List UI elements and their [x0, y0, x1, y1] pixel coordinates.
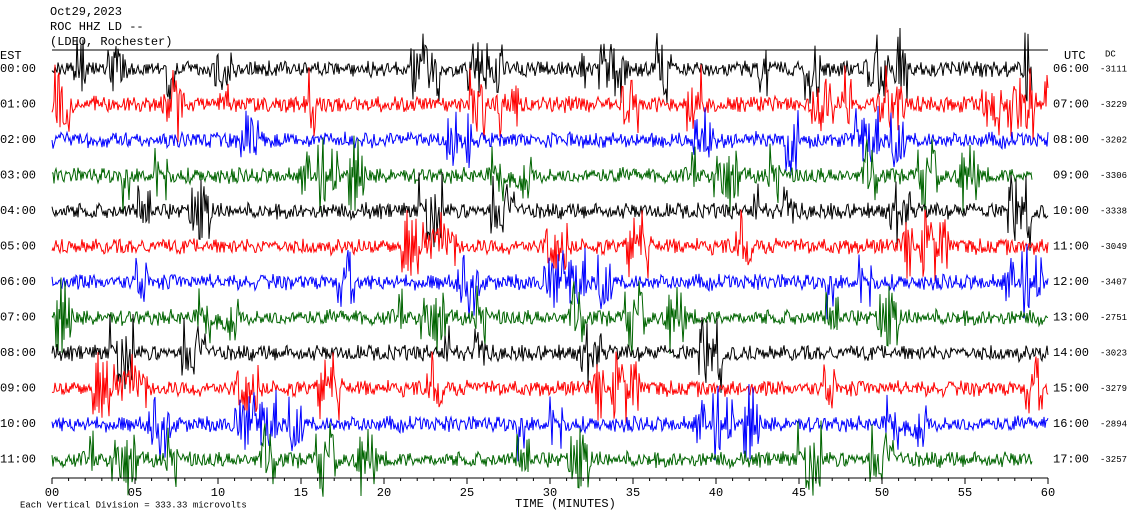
est-label: 07:00 [0, 311, 36, 325]
x-tick-label: 60 [1041, 486, 1055, 500]
x-tick-label: 05 [128, 486, 142, 500]
x-tick-label: 45 [792, 486, 806, 500]
x-tick-label: 20 [377, 486, 391, 500]
utc-label: 08:00 [1053, 133, 1089, 147]
x-tick-label: 35 [626, 486, 640, 500]
dc-value: -2894 [1100, 419, 1127, 429]
dc-value: -3111 [1100, 64, 1127, 74]
utc-label: 12:00 [1053, 275, 1089, 289]
est-label: 05:00 [0, 240, 36, 254]
trace [51, 384, 1049, 462]
x-tick-label: 40 [709, 486, 723, 500]
traces [51, 27, 1049, 497]
network: (LDEO, Rochester) [50, 35, 172, 49]
est-title: EST [0, 49, 22, 63]
footer: Each Vertical Division = 333.33 microvol… [20, 500, 247, 510]
est-label: 02:00 [0, 133, 36, 147]
trace [51, 313, 1049, 393]
x-tick-label: 10 [211, 486, 225, 500]
trace [51, 209, 1049, 282]
x-tick-label: 00 [45, 486, 59, 500]
est-label: 08:00 [0, 346, 36, 360]
dc-value: -2751 [1100, 313, 1127, 323]
utc-label: 15:00 [1053, 382, 1089, 396]
dc-value: -3202 [1100, 135, 1127, 145]
station: ROC HHZ LD -- [50, 20, 144, 34]
utc-label: 17:00 [1053, 453, 1089, 467]
x-tick-label: 55 [958, 486, 972, 500]
trace [51, 171, 1049, 251]
utc-label: 07:00 [1053, 98, 1089, 112]
dc-value: -3023 [1100, 348, 1127, 358]
est-label: 01:00 [0, 98, 36, 112]
utc-label: 13:00 [1053, 311, 1089, 325]
trace [51, 27, 1033, 105]
utc-label: 06:00 [1053, 62, 1089, 76]
utc-label: 11:00 [1053, 240, 1089, 254]
dc-value: -3306 [1100, 171, 1127, 181]
dc-value: -3257 [1100, 455, 1127, 465]
trace [51, 135, 1033, 213]
est-label: 06:00 [0, 275, 36, 289]
x-tick-label: 15 [294, 486, 308, 500]
date: Oct29,2023 [50, 5, 122, 19]
trace [51, 243, 1049, 320]
trace [51, 351, 1049, 424]
utc-title: UTC [1064, 49, 1086, 63]
utc-label: 14:00 [1053, 346, 1089, 360]
dc-value: -3049 [1100, 242, 1127, 252]
utc-label: 09:00 [1053, 169, 1089, 183]
est-label: 00:00 [0, 62, 36, 76]
dc-value: -3279 [1100, 384, 1127, 394]
dc-title: DC [1105, 49, 1116, 59]
trace [51, 420, 1033, 497]
dc-value: -3407 [1100, 277, 1127, 287]
trace [51, 105, 1049, 176]
utc-label: 10:00 [1053, 204, 1089, 218]
dc-value: -3338 [1100, 206, 1127, 216]
est-label: 09:00 [0, 382, 36, 396]
dc-value: -3229 [1100, 100, 1127, 110]
trace [51, 277, 1049, 355]
est-label: 04:00 [0, 204, 36, 218]
utc-label: 16:00 [1053, 417, 1089, 431]
x-tick-label: 50 [875, 486, 889, 500]
est-label: 10:00 [0, 417, 36, 431]
x-tick-label: 30 [543, 486, 557, 500]
est-label: 03:00 [0, 169, 36, 183]
trace [51, 64, 1049, 143]
est-label: 11:00 [0, 453, 36, 467]
x-axis-title: TIME (MINUTES) [515, 497, 616, 511]
x-tick-label: 25 [460, 486, 474, 500]
